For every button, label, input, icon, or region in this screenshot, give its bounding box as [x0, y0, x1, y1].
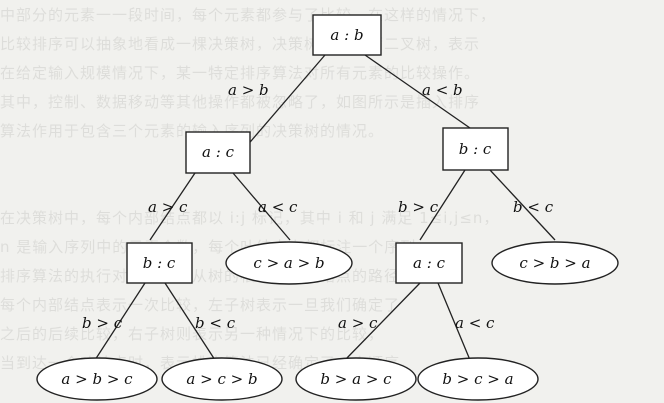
node-right-left: [395, 242, 463, 284]
leaf-ll-left: [36, 357, 158, 401]
edge-label-root-right: a < b: [422, 81, 463, 99]
edge-label-right-right: b < c: [513, 198, 554, 216]
edge-label-left-left: a > c: [148, 198, 188, 216]
edge-root-right: [364, 54, 471, 129]
node-right-left-label: a : c: [413, 254, 446, 272]
edge-ll-left: [94, 282, 146, 361]
edge-label-left-right: a < c: [258, 198, 298, 216]
leaf-right-right: [491, 241, 619, 285]
node-root: [312, 14, 382, 56]
edge-left-left: [149, 172, 196, 241]
node-root-label: a : b: [330, 26, 363, 44]
edge-label-right-left: b > c: [398, 198, 439, 216]
edge-ll-right: [164, 282, 216, 361]
edge-rl-right: [437, 282, 471, 361]
edge-label-rl-right: a < c: [455, 314, 495, 332]
edge-rl-left: [344, 282, 421, 361]
leaf-left-right-label: c > a > b: [253, 254, 324, 272]
leaf-ll-right: [161, 357, 283, 401]
leaf-rl-right-label: b > c > a: [442, 370, 513, 388]
edge-label-ll-right: b < c: [195, 314, 236, 332]
node-left-left-label: b : c: [143, 254, 176, 272]
leaf-ll-left-label: a > b > c: [61, 370, 133, 388]
leaf-rl-left-label: b > a > c: [320, 370, 392, 388]
node-right: [442, 127, 509, 171]
leaf-rl-left: [295, 357, 417, 401]
node-left-label: a : c: [202, 143, 235, 161]
edge-label-root-left: a > b: [228, 81, 269, 99]
leaf-left-right: [225, 241, 353, 285]
node-left: [185, 131, 251, 174]
leaf-right-right-label: c > b > a: [519, 254, 590, 272]
leaf-ll-right-label: a > c > b: [186, 370, 257, 388]
edge-label-ll-left: b > c: [82, 314, 123, 332]
node-right-label: b : c: [459, 140, 492, 158]
edge-root-left: [244, 54, 326, 149]
node-left-left: [126, 242, 193, 284]
edge-label-rl-left: a > c: [338, 314, 378, 332]
leaf-rl-right: [417, 357, 539, 401]
edge-right-left: [419, 169, 466, 241]
edge-left-right: [232, 172, 291, 241]
edge-right-right: [489, 169, 556, 241]
